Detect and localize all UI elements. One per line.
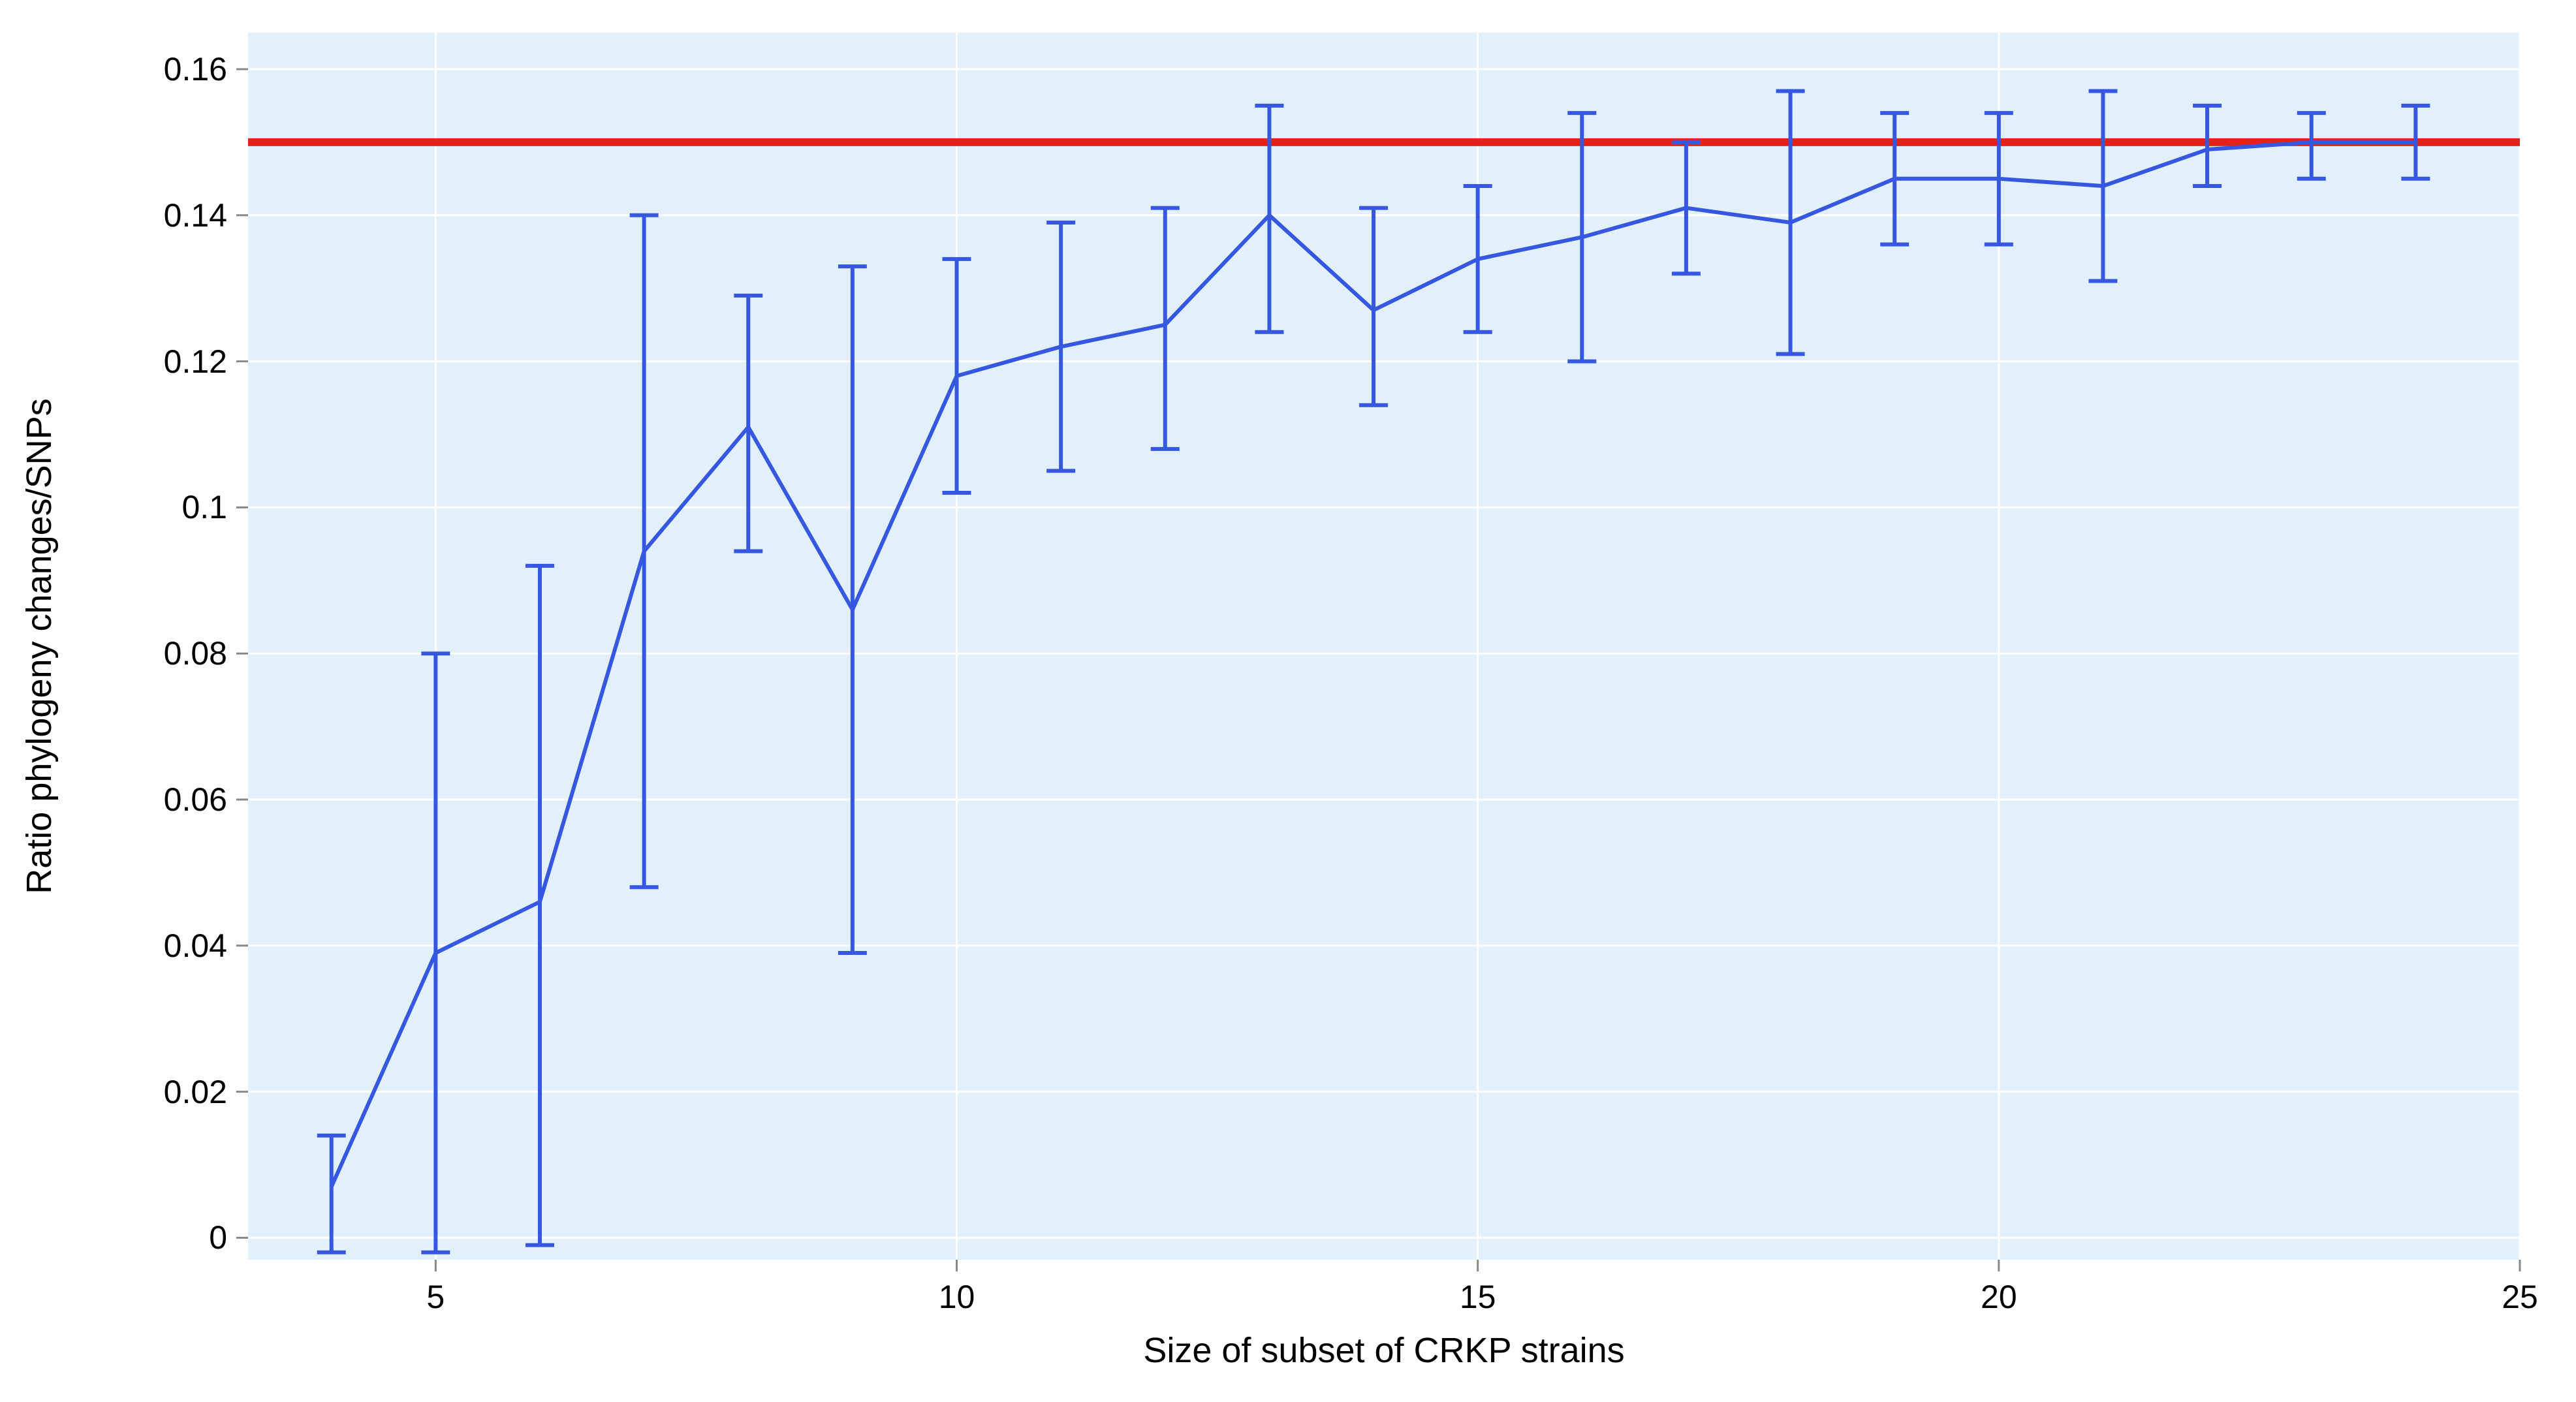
- x-tick-label: 20: [1981, 1278, 2017, 1316]
- y-tick-label: 0.12: [164, 343, 227, 381]
- chart-svg: [0, 0, 2576, 1402]
- y-tick-label: 0: [209, 1219, 227, 1256]
- x-tick-label: 15: [1460, 1278, 1496, 1316]
- chart-container: Ratio phylogeny changes/SNPs Size of sub…: [0, 0, 2576, 1402]
- x-tick-label: 10: [939, 1278, 975, 1316]
- y-tick-label: 0.1: [181, 488, 227, 526]
- x-axis-label: Size of subset of CRKP strains: [1143, 1330, 1624, 1371]
- y-tick-label: 0.06: [164, 781, 227, 818]
- y-tick-label: 0.04: [164, 927, 227, 965]
- y-tick-label: 0.02: [164, 1073, 227, 1111]
- y-tick-label: 0.16: [164, 50, 227, 88]
- x-tick-label: 25: [2502, 1278, 2538, 1316]
- y-tick-label: 0.14: [164, 196, 227, 234]
- x-tick-label: 5: [426, 1278, 445, 1316]
- y-tick-label: 0.08: [164, 634, 227, 672]
- y-axis-label: Ratio phylogeny changes/SNPs: [19, 398, 59, 894]
